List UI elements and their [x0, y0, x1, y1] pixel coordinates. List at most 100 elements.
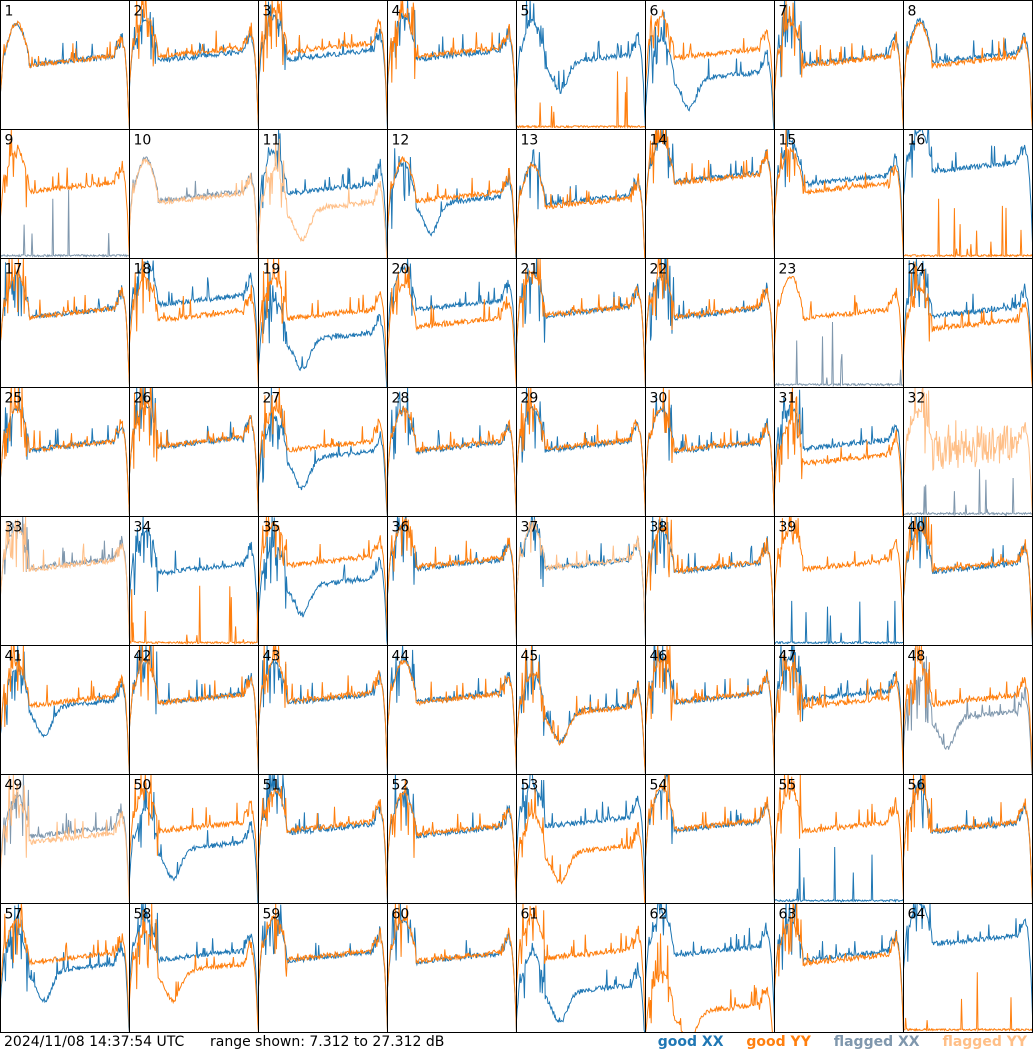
panel-57: 57	[0, 903, 130, 1033]
panel-label: 60	[392, 907, 410, 923]
series-xx-panel-17	[0, 262, 130, 386]
series-yy-panel-41	[0, 645, 130, 775]
series-xx-panel-41	[0, 645, 130, 775]
panel-border	[0, 774, 130, 904]
panel-label: 43	[263, 649, 281, 665]
series-xx-panel-2	[129, 9, 259, 130]
series-yy-panel-55	[774, 774, 904, 901]
panel-label: 32	[908, 391, 926, 407]
panel-52: 52	[387, 774, 517, 904]
panel-17: 17	[0, 258, 130, 388]
panel-54: 54	[645, 774, 775, 904]
panel-24: 24	[903, 258, 1033, 388]
series-xx-panel-59	[258, 904, 388, 1030]
panel-18: 18	[129, 258, 259, 388]
panel-55: 55	[774, 774, 904, 904]
panel-11: 11	[258, 129, 388, 259]
series-xx-panel-10	[129, 156, 259, 259]
series-yy-panel-27	[258, 387, 388, 517]
series-xx-panel-8	[903, 17, 1033, 130]
panel-border	[774, 774, 904, 904]
series-yy-panel-35	[258, 516, 388, 636]
series-xx-panel-28	[387, 387, 517, 517]
panel-label: 37	[521, 520, 539, 536]
panel-border	[129, 516, 259, 646]
series-yy-panel-2	[129, 0, 259, 128]
series-xx-panel-15	[774, 129, 904, 258]
panel-label: 27	[263, 391, 281, 407]
series-yy-panel-42	[129, 645, 259, 774]
panel-label: 19	[263, 262, 281, 278]
series-yy-panel-15	[774, 129, 904, 259]
panel-label: 15	[779, 133, 797, 149]
panel-label: 5	[521, 4, 530, 20]
panel-label: 59	[263, 907, 281, 923]
panel-5: 5	[516, 0, 646, 130]
panel-30: 30	[645, 387, 775, 517]
panel-42: 42	[129, 645, 259, 775]
panel-60: 60	[387, 903, 517, 1033]
series-yy-panel-6	[645, 9, 775, 130]
panel-label: 18	[134, 262, 152, 278]
series-yy-panel-59	[258, 903, 388, 1033]
series-xx-panel-1	[0, 22, 130, 130]
series-yy-panel-18	[129, 258, 259, 388]
series-yy-panel-57	[0, 903, 130, 1033]
panel-62: 62	[645, 903, 775, 1033]
series-xx-panel-34	[129, 516, 259, 645]
panel-border	[903, 903, 1033, 1033]
panel-25: 25	[0, 387, 130, 517]
panel-61: 61	[516, 903, 646, 1033]
panel-22: 22	[645, 258, 775, 388]
panel-label: 6	[650, 4, 659, 20]
panel-label: 17	[5, 262, 23, 278]
series-xx-panel-60	[387, 903, 517, 1033]
panel-label: 28	[392, 391, 410, 407]
panel-label: 50	[134, 778, 152, 794]
panel-label: 56	[908, 778, 926, 794]
panel-48: 48	[903, 645, 1033, 775]
series-yy-panel-49	[0, 774, 130, 904]
panel-label: 46	[650, 649, 668, 665]
series-xx-panel-5	[516, 0, 646, 130]
panel-56: 56	[903, 774, 1033, 904]
series-xx-panel-40	[903, 516, 1033, 645]
panel-border	[0, 0, 130, 130]
panel-label: 57	[5, 907, 23, 923]
panel-12: 12	[387, 129, 517, 259]
panel-label: 63	[779, 907, 797, 923]
panel-53: 53	[516, 774, 646, 904]
panel-label: 35	[263, 520, 281, 536]
series-yy-panel-4	[387, 0, 517, 130]
panel-label: 61	[521, 907, 539, 923]
panel-label: 23	[779, 262, 797, 278]
panel-label: 34	[134, 520, 152, 536]
panel-63: 63	[774, 903, 904, 1033]
series-yy-panel-31	[774, 387, 904, 517]
panel-border	[129, 0, 259, 130]
series-yy-panel-10	[129, 157, 259, 259]
panel-label: 24	[908, 262, 926, 278]
series-xx-panel-57	[0, 904, 130, 1033]
panel-label: 49	[5, 778, 23, 794]
panel-9: 9	[0, 129, 130, 259]
panel-28: 28	[387, 387, 517, 517]
panel-label: 1	[5, 4, 14, 20]
series-xx-panel-53	[516, 774, 646, 900]
panel-label: 16	[908, 133, 926, 149]
panel-label: 40	[908, 520, 926, 536]
series-yy-panel-17	[0, 258, 130, 386]
series-xx-panel-6	[645, 11, 775, 130]
panel-label: 33	[5, 520, 23, 536]
panel-border	[0, 903, 130, 1033]
series-yy-panel-53	[516, 788, 646, 904]
series-yy-panel-19	[258, 258, 388, 388]
series-yy-panel-3	[258, 0, 388, 125]
series-yy-panel-61	[516, 903, 646, 1032]
series-xx-panel-56	[903, 774, 1033, 903]
series-xx-panel-51	[258, 774, 388, 904]
panel-border	[903, 516, 1033, 646]
panel-border	[516, 129, 646, 259]
series-xx-panel-45	[516, 645, 646, 775]
series-yy-panel-34	[129, 585, 259, 646]
